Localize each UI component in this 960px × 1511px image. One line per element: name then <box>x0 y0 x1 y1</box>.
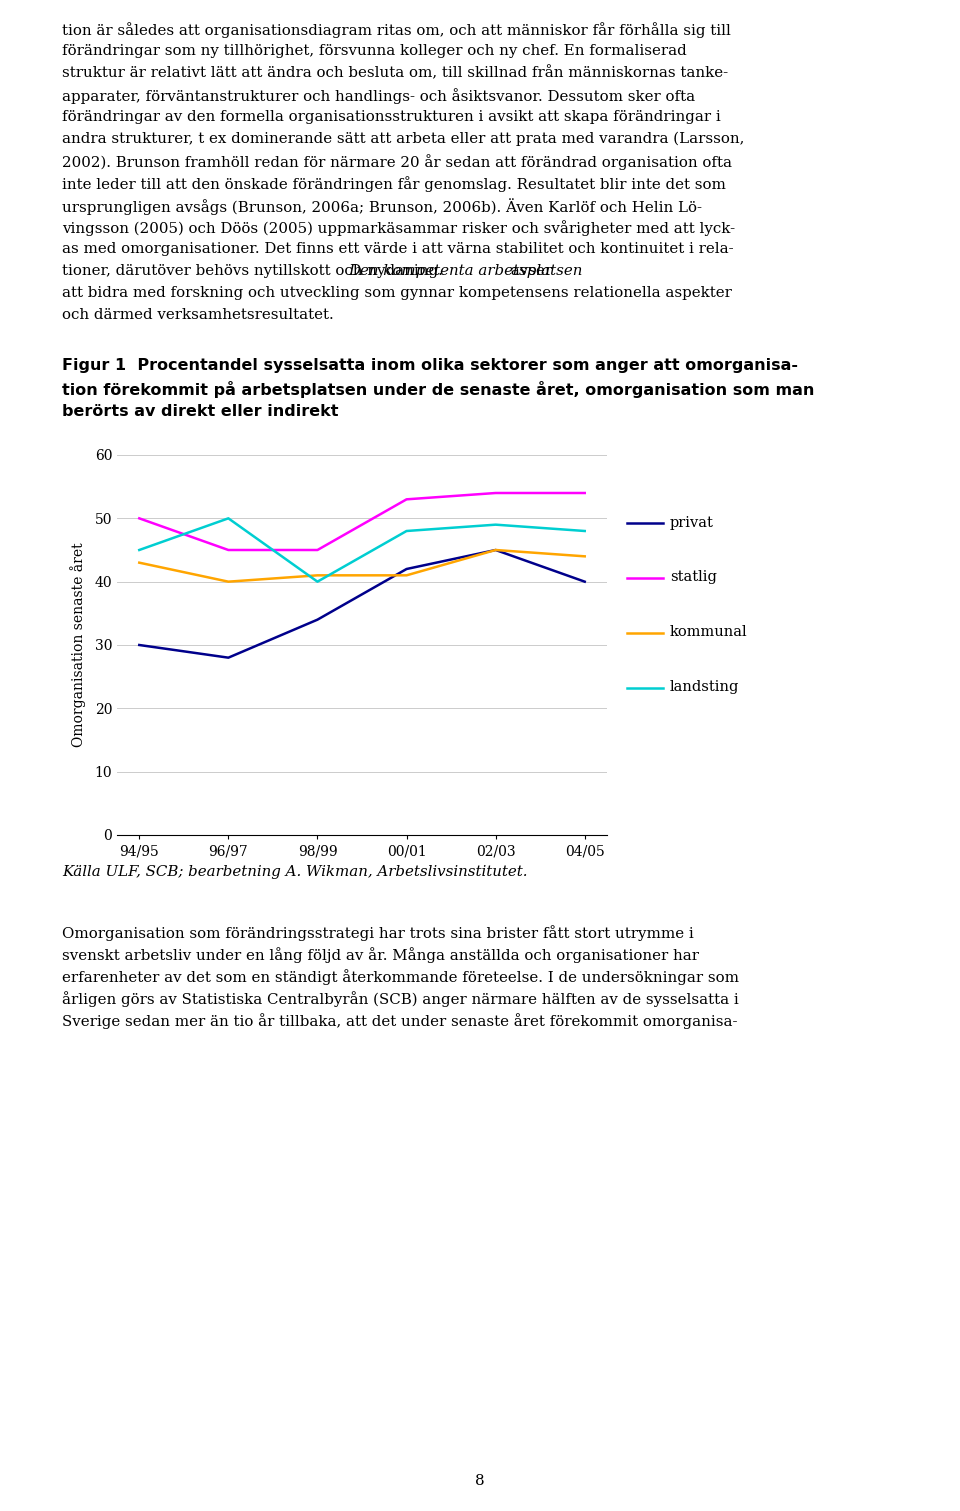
Text: avser: avser <box>506 264 552 278</box>
Text: och därmed verksamhetsresultatet.: och därmed verksamhetsresultatet. <box>62 308 334 322</box>
Text: förändringar av den formella organisationsstrukturen i avsikt att skapa förändri: förändringar av den formella organisatio… <box>62 110 721 124</box>
Text: landsting: landsting <box>670 680 739 695</box>
Text: inte leder till att den önskade förändringen får genomslag. Resultatet blir inte: inte leder till att den önskade förändri… <box>62 175 726 192</box>
Text: erfarenheter av det som en ständigt återkommande företeelse. I de undersökningar: erfarenheter av det som en ständigt åter… <box>62 969 739 985</box>
Text: tion är således att organisationsdiagram ritas om, och att människor får förhåll: tion är således att organisationsdiagram… <box>62 23 731 38</box>
Text: Den kompetenta arbetsplatsen: Den kompetenta arbetsplatsen <box>348 264 583 278</box>
Text: förändringar som ny tillhörighet, försvunna kolleger och ny chef. En formalisera: förändringar som ny tillhörighet, försvu… <box>62 44 686 57</box>
Text: apparater, förväntanstrukturer och handlings- och åsiktsvanor. Dessutom sker oft: apparater, förväntanstrukturer och handl… <box>62 88 695 104</box>
Text: kommunal: kommunal <box>670 626 748 639</box>
Text: berörts av direkt eller indirekt: berörts av direkt eller indirekt <box>62 403 339 419</box>
Text: 8: 8 <box>475 1475 485 1488</box>
Text: Omorganisation som förändringsstrategi har trots sina brister fått stort utrymme: Omorganisation som förändringsstrategi h… <box>62 925 694 941</box>
Text: årligen görs av Statistiska Centralbyrån (SCB) anger närmare hälften av de sysse: årligen görs av Statistiska Centralbyrån… <box>62 991 739 1006</box>
Text: Sverige sedan mer än tio år tillbaka, att det under senaste året förekommit omor: Sverige sedan mer än tio år tillbaka, at… <box>62 1012 737 1029</box>
Text: as med omorganisationer. Det finns ett värde i att värna stabilitet och kontinui: as med omorganisationer. Det finns ett v… <box>62 242 733 255</box>
Text: privat: privat <box>670 515 714 529</box>
Text: att bidra med forskning och utveckling som gynnar kompetensens relationella aspe: att bidra med forskning och utveckling s… <box>62 286 732 301</box>
Text: ursprungligen avsågs (Brunson, 2006a; Brunson, 2006b). Även Karlöf och Helin Lö-: ursprungligen avsågs (Brunson, 2006a; Br… <box>62 198 702 215</box>
Y-axis label: Omorganisation senaste året: Omorganisation senaste året <box>70 542 86 748</box>
Text: andra strukturer, t ex dominerande sätt att arbeta eller att prata med varandra : andra strukturer, t ex dominerande sätt … <box>62 131 744 147</box>
Text: 2002). Brunson framhöll redan för närmare 20 år sedan att förändrad organisation: 2002). Brunson framhöll redan för närmar… <box>62 154 732 169</box>
Text: statlig: statlig <box>670 571 717 585</box>
Text: svenskt arbetsliv under en lång följd av år. Många anställda och organisationer : svenskt arbetsliv under en lång följd av… <box>62 947 699 963</box>
Text: tion förekommit på arbetsplatsen under de senaste året, omorganisation som man: tion förekommit på arbetsplatsen under d… <box>62 381 814 397</box>
Text: vingsson (2005) och Döös (2005) uppmarkäsammar risker och svårigheter med att ly: vingsson (2005) och Döös (2005) uppmarkä… <box>62 221 735 236</box>
Text: Källa ULF, SCB; bearbetning A. Wikman, Arbetslivsinstitutet.: Källa ULF, SCB; bearbetning A. Wikman, A… <box>62 864 527 879</box>
Text: struktur är relativt lätt att ändra och besluta om, till skillnad från människor: struktur är relativt lätt att ändra och … <box>62 66 728 80</box>
Text: Figur 1  Procentandel sysselsatta inom olika sektorer som anger att omorganisa-: Figur 1 Procentandel sysselsatta inom ol… <box>62 358 798 373</box>
Text: tioner, därutöver behövs nytillskott och nydaning.: tioner, därutöver behövs nytillskott och… <box>62 264 447 278</box>
